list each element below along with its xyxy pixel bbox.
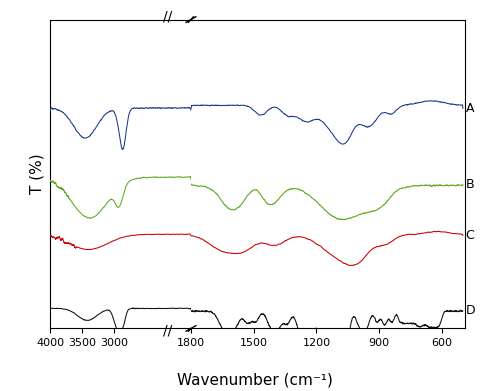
Text: Wavenumber (cm⁻¹): Wavenumber (cm⁻¹) [177,372,333,387]
Y-axis label: T (%): T (%) [30,154,44,194]
Text: B: B [466,178,474,191]
Text: A: A [466,102,474,115]
Text: C: C [466,229,474,242]
Text: D: D [466,304,475,317]
Text: //: // [163,323,172,337]
Text: //: // [163,10,172,24]
